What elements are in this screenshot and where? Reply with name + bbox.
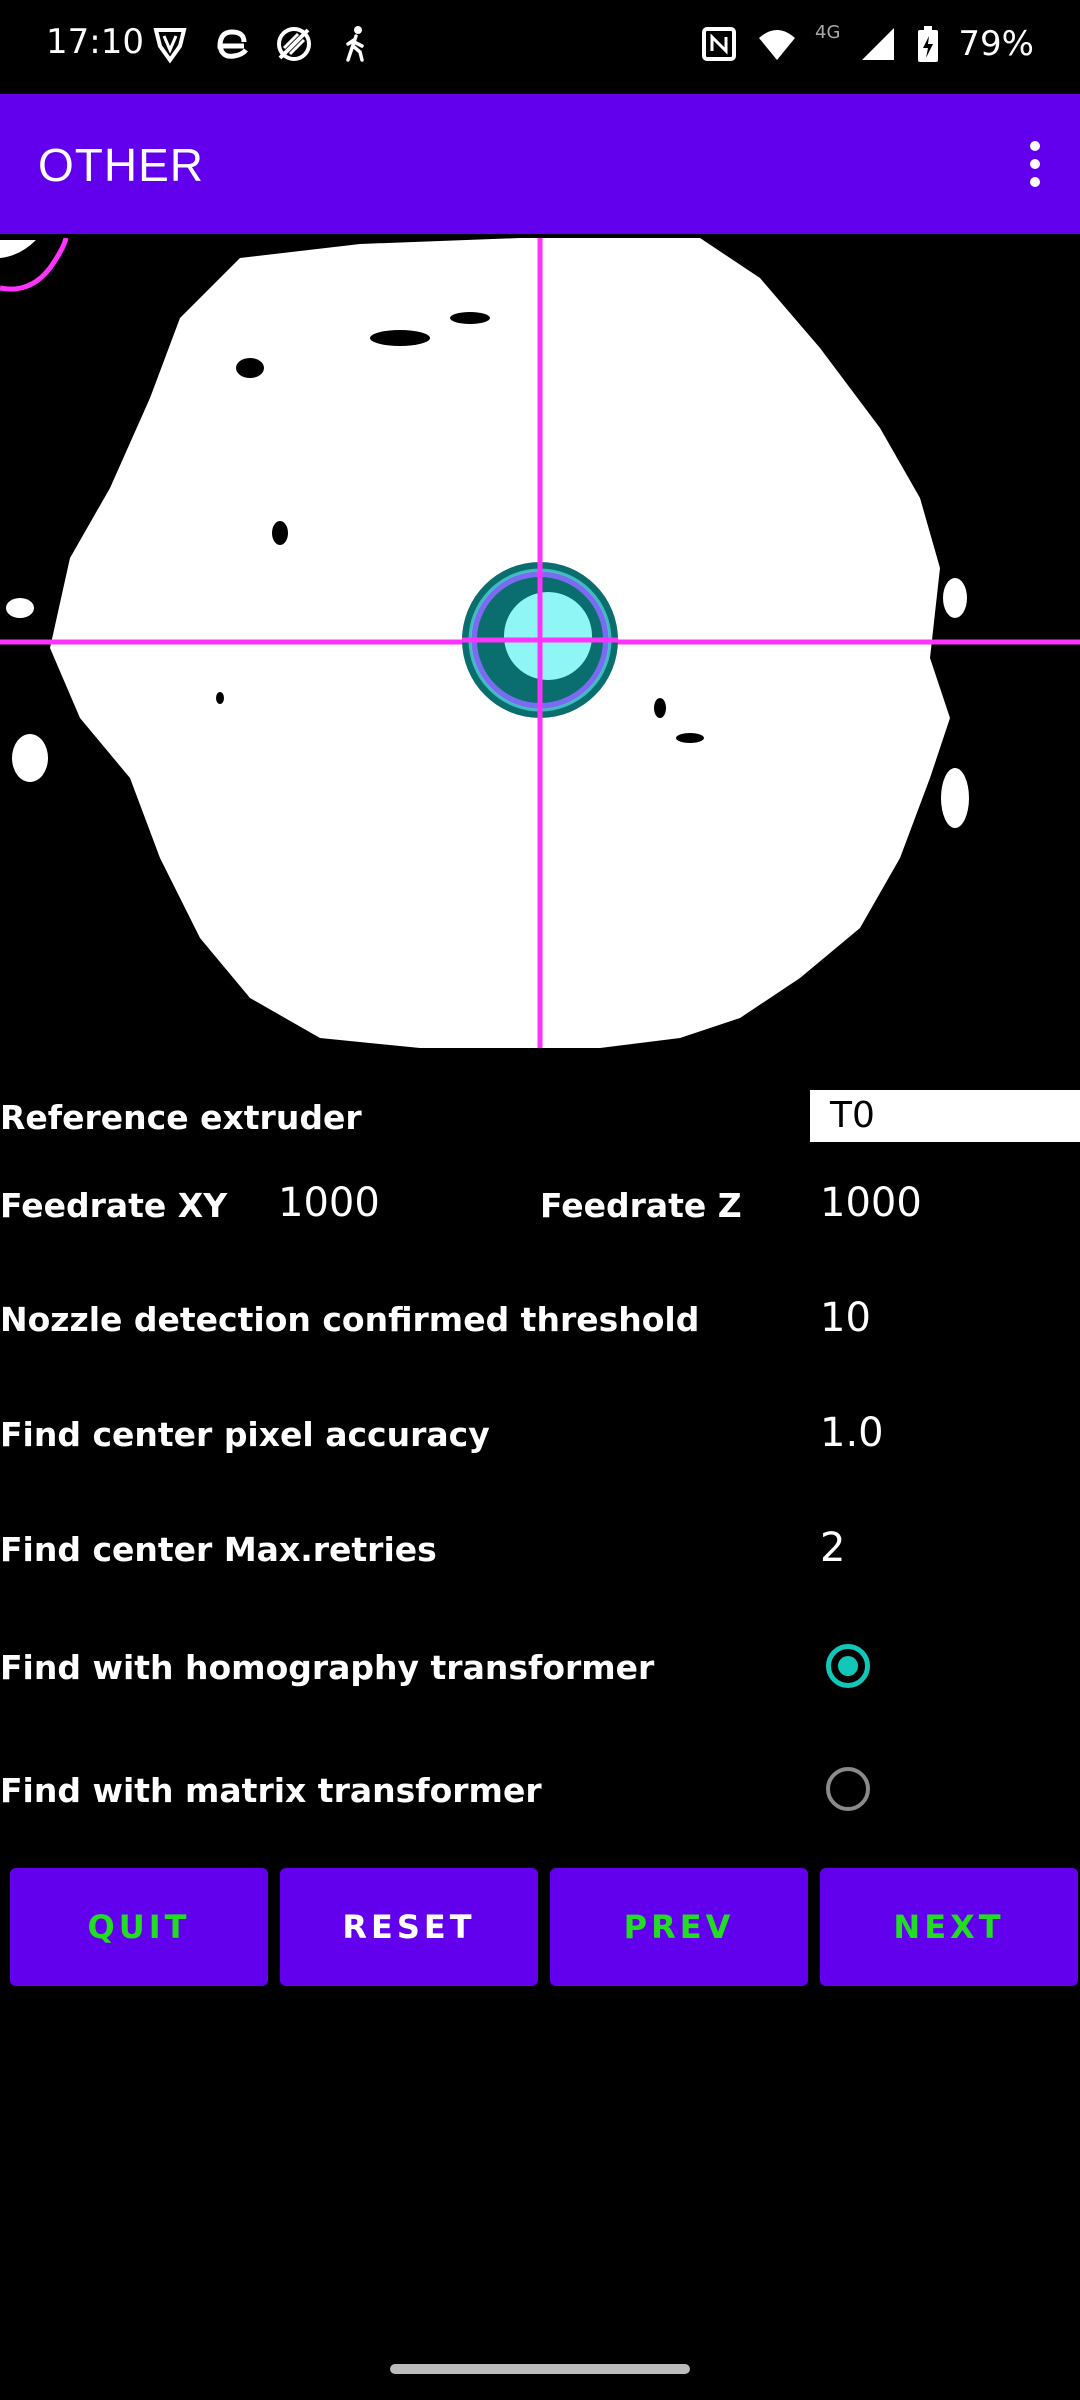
shield-v-icon	[153, 28, 187, 64]
feedrate-z-input[interactable]: 1000	[820, 1180, 922, 1226]
homography-label: Find with homography transformer	[0, 1648, 655, 1687]
e-logo-icon	[217, 29, 248, 59]
nfc-icon	[702, 27, 737, 61]
quit-button[interactable]: QUIT	[10, 1868, 268, 1986]
gesture-nav-handle[interactable]	[390, 2364, 690, 2374]
nozzle-threshold-label: Nozzle detection confirmed threshold	[0, 1300, 700, 1339]
signal-icon	[862, 28, 895, 60]
feedrate-xy-label: Feedrate XY	[0, 1186, 228, 1225]
walking-icon	[346, 26, 364, 62]
matrix-radio[interactable]	[826, 1767, 870, 1811]
reset-button[interactable]: RESET	[280, 1868, 538, 1986]
prev-button[interactable]: PREV	[550, 1868, 808, 1986]
battery-charging-icon	[918, 26, 939, 62]
more-vert-icon[interactable]	[1010, 134, 1060, 194]
homography-radio[interactable]	[826, 1644, 870, 1688]
wifi-icon	[759, 30, 796, 60]
max-retries-label: Find center Max.retries	[0, 1530, 437, 1569]
nozzle-threshold-input[interactable]: 10	[820, 1295, 871, 1341]
status-time: 17:10	[46, 22, 144, 62]
feedrate-xy-input[interactable]: 1000	[278, 1180, 380, 1226]
next-button[interactable]: NEXT	[820, 1868, 1078, 1986]
camera-image	[0, 238, 1080, 1048]
reference-extruder-label: Reference extruder	[0, 1098, 362, 1137]
pixel-accuracy-label: Find center pixel accuracy	[0, 1415, 490, 1454]
status-bar: 17:10 4G	[0, 0, 1080, 94]
reference-extruder-select[interactable]: T0	[810, 1090, 1080, 1142]
pixel-accuracy-input[interactable]: 1.0	[820, 1410, 884, 1456]
page-title: OTHER	[38, 139, 204, 191]
feedrate-z-label: Feedrate Z	[540, 1186, 742, 1225]
app-bar: OTHER	[0, 94, 1080, 234]
network-type: 4G	[815, 21, 841, 43]
matrix-label: Find with matrix transformer	[0, 1771, 542, 1810]
battery-percent: 79%	[958, 24, 1034, 64]
no-sim-icon	[277, 27, 311, 61]
camera-preview	[0, 238, 1080, 1048]
max-retries-input[interactable]: 2	[820, 1525, 846, 1571]
